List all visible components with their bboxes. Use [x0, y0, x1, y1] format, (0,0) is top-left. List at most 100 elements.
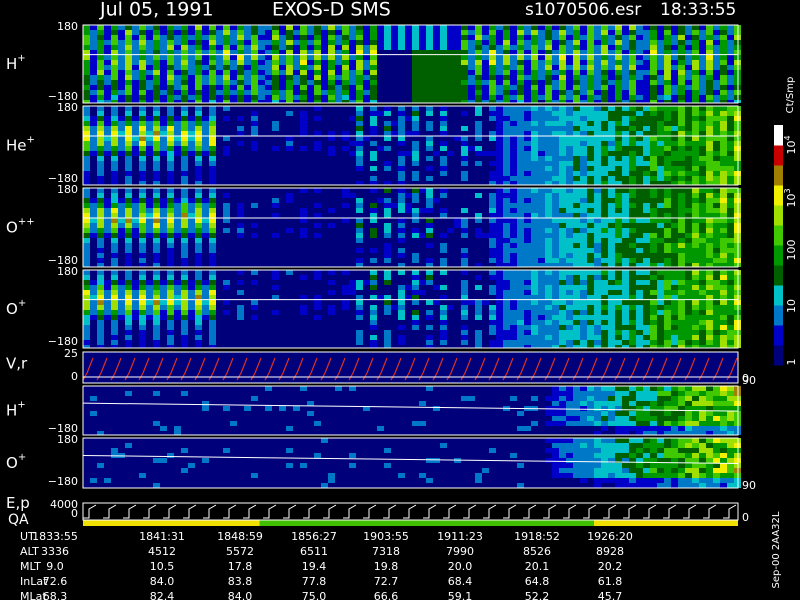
spectrogram-cell: [622, 121, 629, 126]
spectrogram-cell: [398, 340, 405, 345]
spectrogram-cell: [293, 50, 300, 55]
spectrogram-cell: [531, 126, 538, 131]
spectrogram-cell: [510, 176, 517, 181]
spectrogram-cell: [356, 111, 363, 116]
spectrogram-cell: [356, 203, 363, 208]
spectrogram-cell: [209, 193, 216, 198]
spectrogram-cell: [664, 243, 671, 248]
spectrogram-cell: [713, 75, 720, 80]
spectrogram-cell: [342, 60, 349, 65]
spectrogram-cell: [692, 60, 699, 65]
spectrogram-cell: [538, 40, 545, 45]
spectrogram-cell: [160, 228, 167, 233]
spectrogram-cell: [307, 65, 314, 70]
spectrogram-cell: [363, 75, 370, 80]
spectrogram-cell: [545, 280, 552, 285]
spectrogram-cell: [132, 223, 139, 228]
spectrogram-cell: [223, 300, 230, 305]
spectrogram-cell: [188, 116, 195, 121]
spectrogram-cell: [608, 218, 615, 223]
spectrogram-cell: [398, 193, 405, 198]
spectrogram-cell: [174, 213, 181, 218]
spectrogram-cell: [692, 181, 699, 185]
spectrogram-cell: [83, 65, 90, 70]
spectrogram-cell: [727, 50, 734, 55]
spectrogram-cell: [125, 270, 132, 275]
spectrogram-cell: [643, 396, 650, 401]
spectrogram-cell: [83, 335, 90, 340]
spectrogram-cell: [678, 218, 685, 223]
spectrogram-cell: [132, 100, 139, 103]
spectrogram-cell: [706, 70, 713, 75]
spectrogram-cell: [195, 325, 202, 330]
spectrogram-cell: [622, 401, 629, 406]
spectrogram-cell: [356, 223, 363, 228]
spectrogram-cell: [111, 325, 118, 330]
spectrogram-cell: [531, 315, 538, 320]
spectrogram-cell: [629, 345, 636, 348]
spectrogram-cell: [650, 116, 657, 121]
spectrogram-cell: [685, 35, 692, 40]
spectrogram-cell: [713, 121, 720, 126]
spectrogram-cell: [517, 258, 524, 263]
spectrogram-cell: [510, 345, 517, 348]
spectrogram-cell: [370, 40, 377, 45]
spectrogram-cell: [188, 100, 195, 103]
spectrogram-cell: [685, 100, 692, 103]
spectrogram-cell: [244, 100, 251, 103]
spectrogram-cell: [615, 253, 622, 258]
spectrogram-cell: [538, 151, 545, 156]
spectrogram-cell: [342, 85, 349, 90]
spectrogram-cell: [524, 65, 531, 70]
spectrogram-cell: [727, 116, 734, 121]
spectrogram-cell: [468, 146, 475, 151]
spectrogram-cell: [517, 198, 524, 203]
spectrogram-cell: [531, 106, 538, 111]
spectrogram-cell: [461, 248, 468, 253]
spectrogram-cell: [83, 111, 90, 116]
spectrogram-cell: [342, 270, 349, 275]
spectrogram-cell: [636, 473, 643, 478]
spectrogram-cell: [237, 270, 244, 275]
spectrogram-cell: [629, 60, 636, 65]
spectrogram-cell: [531, 253, 538, 258]
spectrogram-cell: [615, 45, 622, 50]
spectrogram-cell: [125, 213, 132, 218]
spectrogram-cell: [181, 176, 188, 181]
spectrogram-cell: [720, 463, 727, 468]
spectrogram-cell: [251, 203, 258, 208]
spectrogram-cell: [636, 421, 643, 426]
spectrogram-cell: [713, 131, 720, 136]
spectrogram-cell: [629, 136, 636, 141]
spectrogram-cell: [286, 100, 293, 103]
spectrogram-cell: [587, 438, 594, 443]
spectrogram-cell: [671, 335, 678, 340]
spectrogram-cell: [566, 300, 573, 305]
spectrogram-cell: [412, 131, 419, 136]
spectrogram-cell: [650, 181, 657, 185]
spectrogram-cell: [636, 431, 643, 435]
spectrogram-cell: [426, 233, 433, 238]
spectrogram-cell: [195, 171, 202, 176]
spectrogram-cell: [496, 233, 503, 238]
spectrogram-cell: [657, 203, 664, 208]
spectrogram-cell: [699, 111, 706, 116]
spectrogram-cell: [608, 213, 615, 218]
spectrogram-cell: [314, 315, 321, 320]
spectrogram-cell: [125, 193, 132, 198]
spectrogram-cell: [608, 448, 615, 453]
spectrogram-cell: [559, 80, 566, 85]
spectrogram-cell: [566, 386, 573, 391]
spectrogram-cell: [153, 391, 160, 396]
spectrogram-cell: [615, 310, 622, 315]
spectrogram-cell: [139, 171, 146, 176]
spectrogram-cell: [258, 100, 265, 103]
spectrogram-cell: [650, 85, 657, 90]
spectrogram-cell: [174, 223, 181, 228]
spectrogram-cell: [181, 161, 188, 166]
spectrogram-cell: [573, 280, 580, 285]
spectrogram-cell: [538, 70, 545, 75]
spectrogram-cell: [671, 75, 678, 80]
spectrogram-cell: [713, 431, 720, 435]
spectrogram-cell: [685, 325, 692, 330]
